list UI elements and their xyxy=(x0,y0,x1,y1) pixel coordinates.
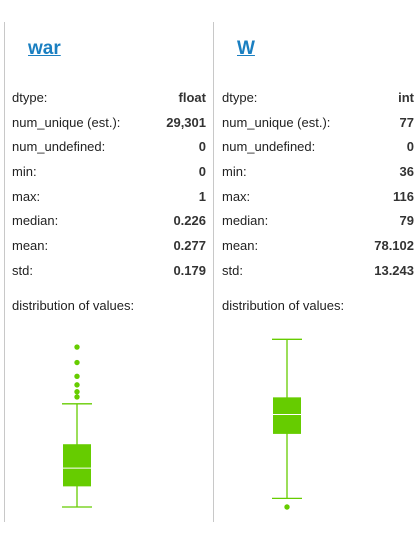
stat-label: num_undefined: xyxy=(222,139,316,155)
stat-value: 0 xyxy=(406,139,414,155)
stat-row-num-undefined: num_undefined: 0 xyxy=(12,135,206,160)
stat-label: std: xyxy=(12,262,33,278)
stat-row-mean: mean: 78.102 xyxy=(222,234,414,259)
stat-value: float xyxy=(178,90,206,105)
stat-value: 78.102 xyxy=(374,238,414,254)
middle-divider xyxy=(213,22,214,522)
stats-table: dtype: float num_unique (est.): 29,301 n… xyxy=(12,86,206,284)
stat-row-mean: mean: 0.277 xyxy=(12,234,206,259)
distribution-label: distribution of values: xyxy=(12,298,135,313)
stat-row-num-undefined: num_undefined: 0 xyxy=(222,135,414,160)
stat-value: 1 xyxy=(198,188,206,204)
stat-label: dtype: xyxy=(12,90,48,105)
stat-value: int xyxy=(398,90,414,105)
stat-row-min: min: 36 xyxy=(222,160,414,185)
outlier-point xyxy=(74,389,80,395)
stat-label: dtype: xyxy=(222,90,258,105)
stat-value: 36 xyxy=(399,164,414,180)
stat-label: num_unique (est.): xyxy=(222,114,331,130)
stat-row-num-unique: num_unique (est.): 77 xyxy=(222,111,414,136)
stat-value: 79 xyxy=(399,213,414,229)
stat-value: 0.179 xyxy=(173,262,206,278)
outlier-point xyxy=(74,394,80,400)
column-card-war: war dtype: float num_unique (est.): 29,3… xyxy=(12,0,206,547)
iqr-box xyxy=(273,397,301,434)
column-card-w: W dtype: int num_unique (est.): 77 num_u… xyxy=(222,0,414,547)
stat-label: mean: xyxy=(222,238,259,254)
outlier-point xyxy=(74,373,80,379)
stats-table: dtype: int num_unique (est.): 77 num_und… xyxy=(222,86,414,284)
distribution-label: distribution of values: xyxy=(222,298,345,313)
stat-value: 116 xyxy=(393,188,414,204)
stat-label: num_unique (est.): xyxy=(12,114,121,130)
stat-label: min: xyxy=(12,164,37,180)
stat-value: 0.226 xyxy=(173,213,206,229)
stat-label: median: xyxy=(222,213,269,229)
stat-value: 0 xyxy=(198,139,206,155)
stat-row-max: max: 116 xyxy=(222,185,414,210)
stat-row-max: max: 1 xyxy=(12,185,206,210)
outlier-point xyxy=(74,382,80,388)
left-divider xyxy=(4,22,5,522)
stat-label: max: xyxy=(12,188,41,204)
stat-label: min: xyxy=(222,164,247,180)
iqr-box xyxy=(63,444,91,487)
distribution-boxplot xyxy=(272,338,302,510)
stat-value: 13.243 xyxy=(374,262,414,278)
stat-value: 29,301 xyxy=(166,114,206,130)
stat-value: 77 xyxy=(399,114,414,130)
stat-row-min: min: 0 xyxy=(12,160,206,185)
stat-label: std: xyxy=(222,262,243,278)
stat-row-dtype: dtype: int xyxy=(222,86,414,111)
stat-row-median: median: 79 xyxy=(222,209,414,234)
outlier-point xyxy=(74,359,80,366)
stat-label: num_undefined: xyxy=(12,139,106,155)
stat-label: max: xyxy=(222,188,251,204)
stat-row-std: std: 0.179 xyxy=(12,259,206,284)
stat-row-num-unique: num_unique (est.): 29,301 xyxy=(12,111,206,136)
stat-label: median: xyxy=(12,213,59,229)
stat-row-median: median: 0.226 xyxy=(12,209,206,234)
stat-label: mean: xyxy=(12,238,49,254)
stat-value: 0.277 xyxy=(173,238,206,254)
distribution-boxplot xyxy=(62,344,92,508)
stat-value: 0 xyxy=(198,164,206,180)
stat-row-dtype: dtype: float xyxy=(12,86,206,111)
stat-row-std: std: 13.243 xyxy=(222,259,414,284)
column-title-link[interactable]: war xyxy=(28,38,61,59)
outlier-point xyxy=(74,344,80,350)
column-title-link[interactable]: W xyxy=(237,38,255,59)
outlier-point xyxy=(284,504,290,510)
